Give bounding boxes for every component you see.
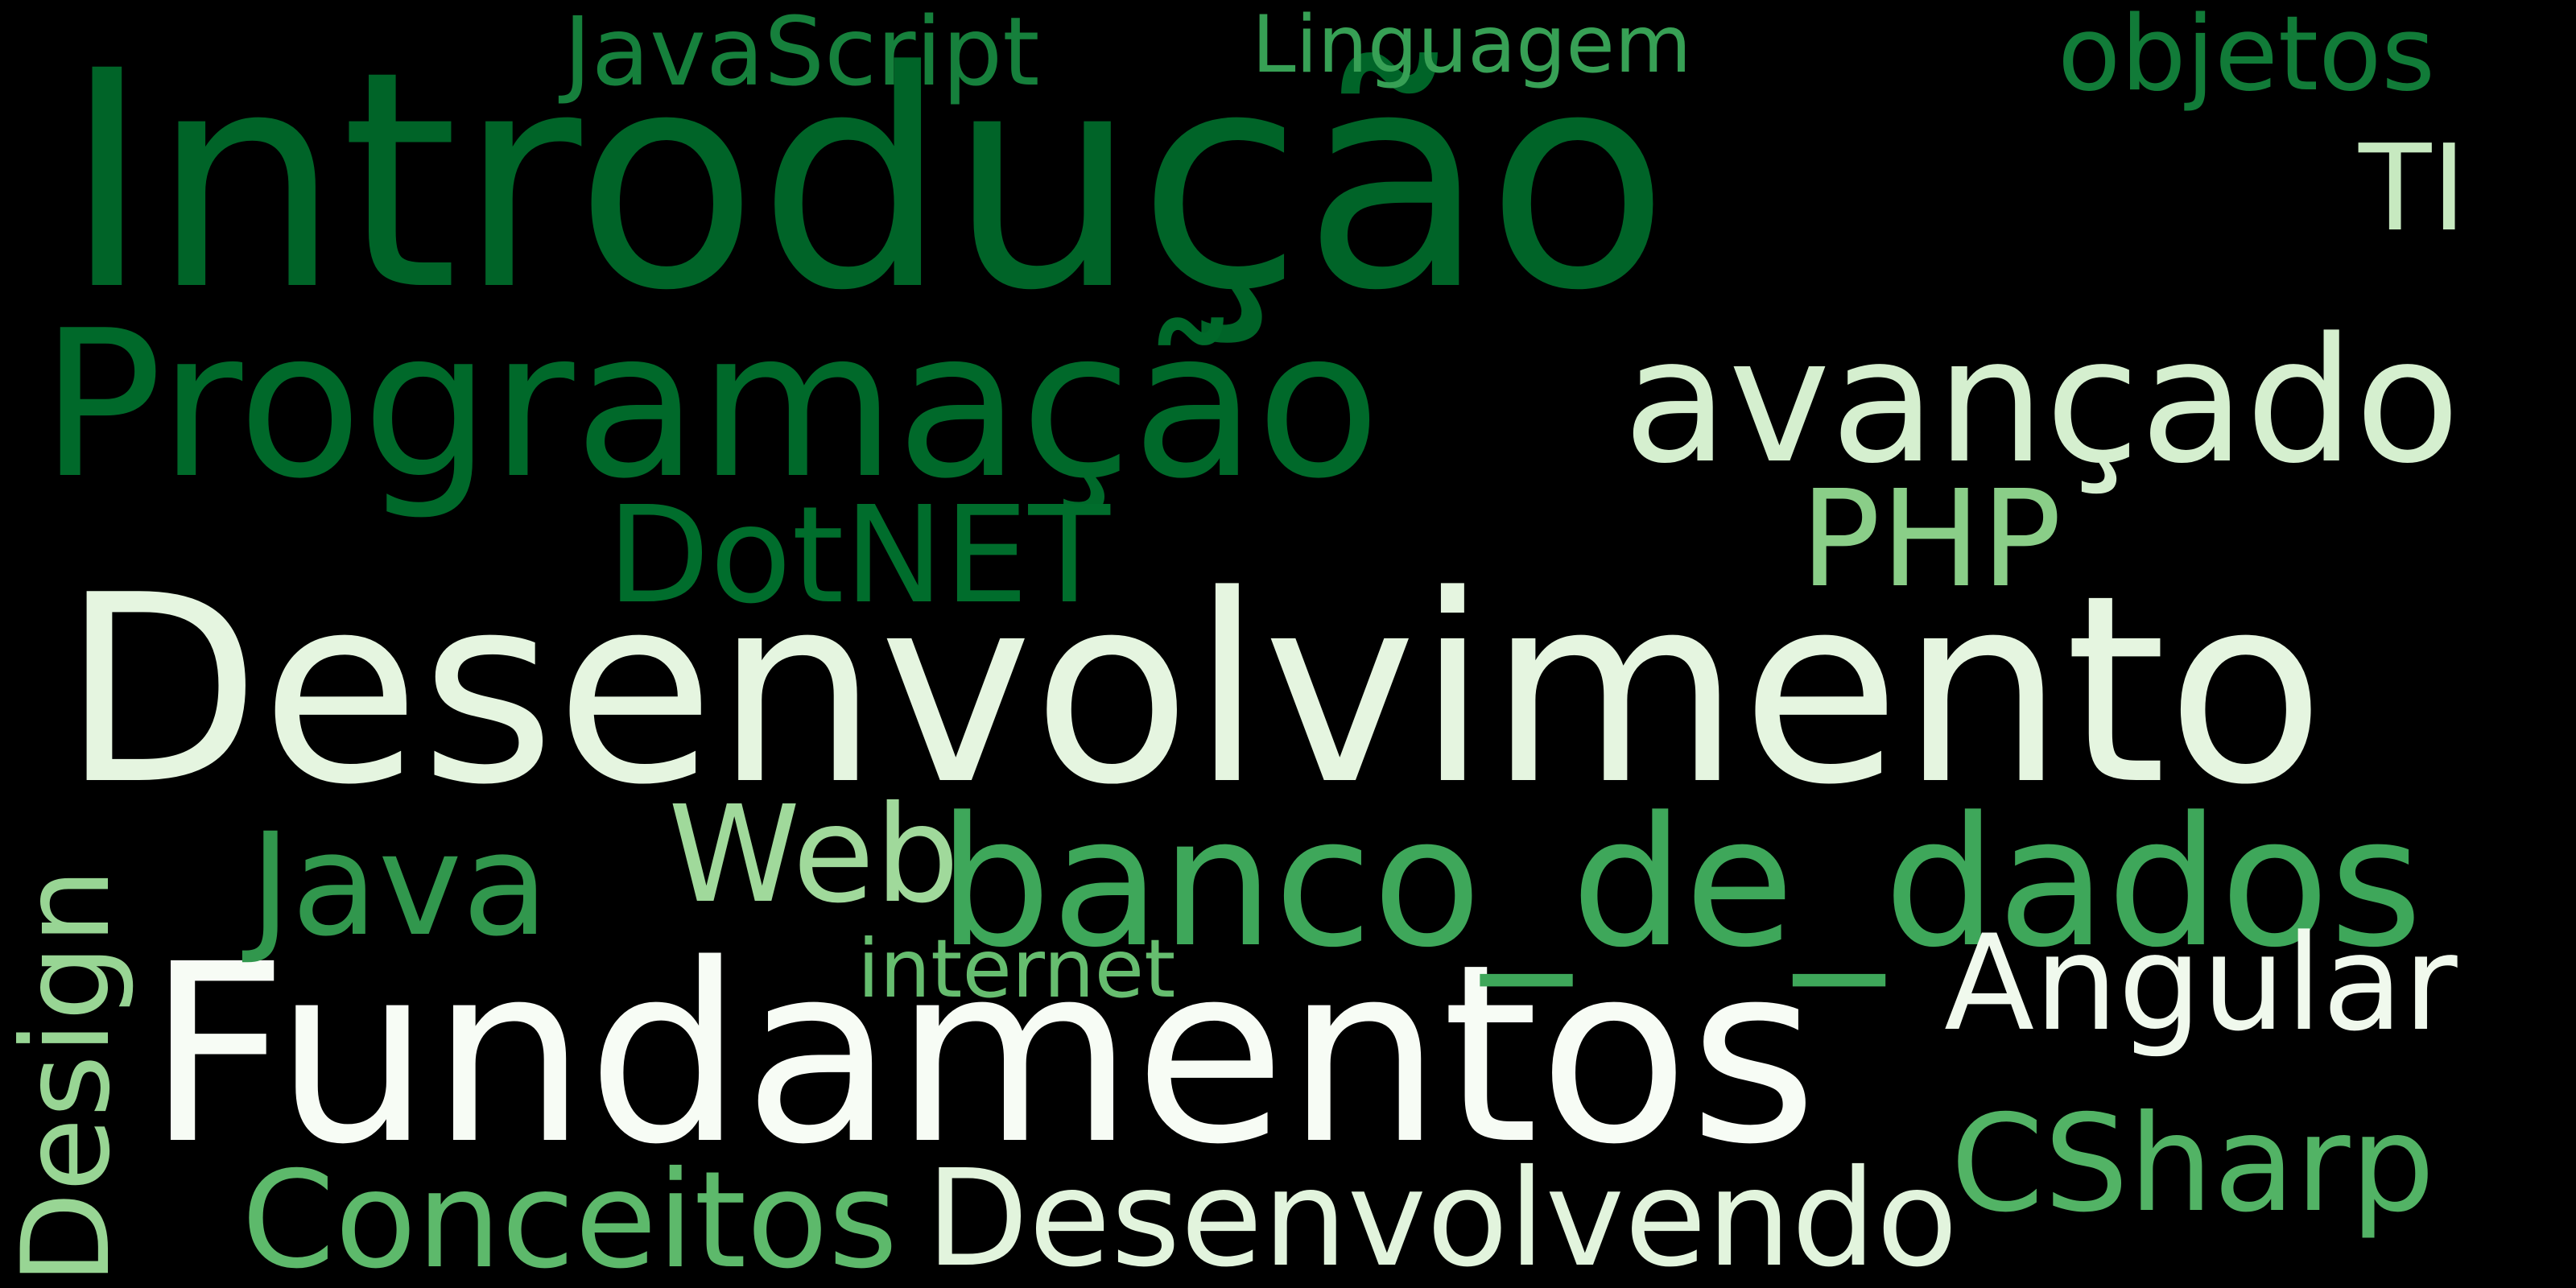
word-linguagem: Linguagem [1252,0,1692,91]
word-desenvolvimento: Desenvolvimento [61,539,2326,841]
word-java: Java [250,803,549,968]
word-internet: internet [857,922,1176,1016]
word-dotnet: DotNET [607,478,1110,634]
word-programacao: Programação [40,287,1381,523]
word-introducao: Introdução [63,7,1670,356]
word-angular: Angular [1944,906,2458,1060]
word-banco-de-dados: banco_de_dados [938,779,2423,987]
word-conceitos: Conceitos [242,1143,898,1288]
word-desenvolvendo: Desenvolvendo [926,1141,1959,1288]
word-fundamentos: Fundamentos [147,912,1818,1199]
word-avancado: avançado [1623,301,2461,502]
word-php: PHP [1800,462,2062,617]
word-javascript: JavaScript [564,0,1040,107]
word-csharp: CSharp [1951,1087,2435,1242]
word-design: Design [0,868,137,1285]
word-web: Web [668,778,960,933]
word-ti: TI [2359,119,2467,258]
word-objetos: objetos [2058,0,2436,114]
